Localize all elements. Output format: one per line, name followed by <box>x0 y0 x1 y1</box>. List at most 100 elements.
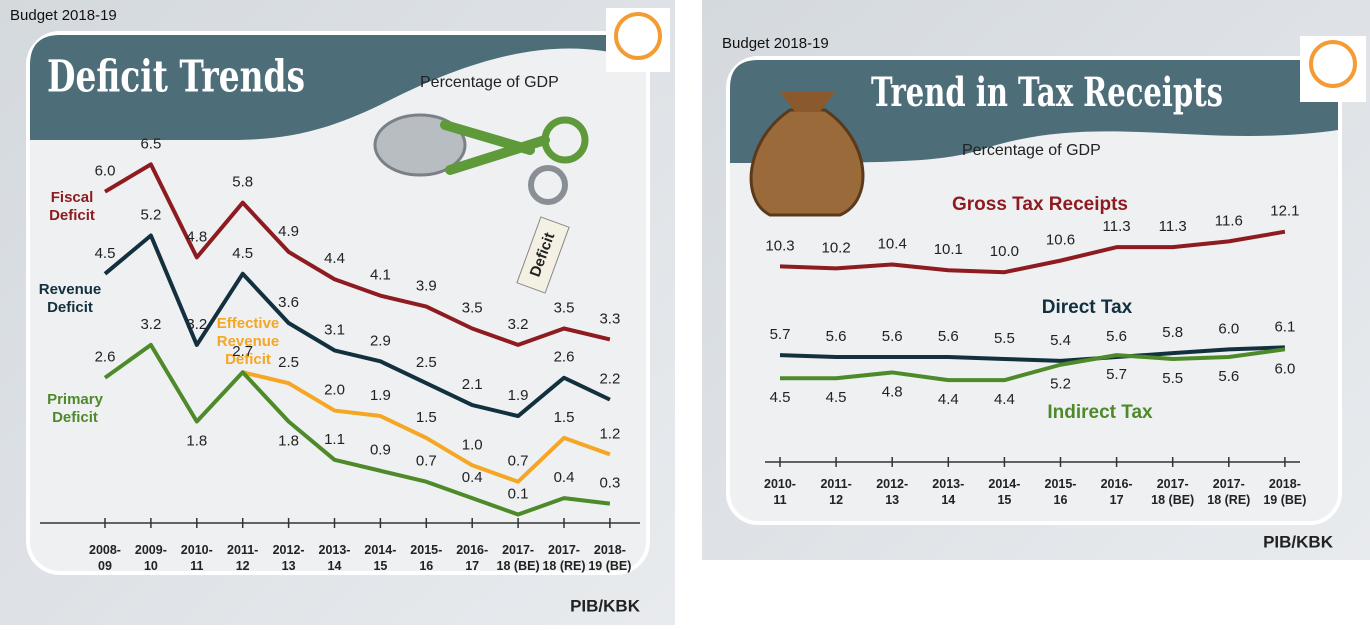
data-label: 0.4 <box>554 469 575 486</box>
data-label: 4.4 <box>938 391 959 408</box>
series-name: Indirect Tax <box>1047 402 1153 423</box>
x-tick-label: 2014-15 <box>988 477 1020 507</box>
x-tick-label: 2009-10 <box>135 543 167 573</box>
data-label: 5.6 <box>1106 328 1127 345</box>
series-name: Effective Revenue Deficit <box>217 315 280 368</box>
data-label: 5.7 <box>770 326 791 343</box>
data-label: 4.4 <box>324 250 345 267</box>
data-label: 1.5 <box>416 409 437 426</box>
data-label: 5.2 <box>140 206 161 223</box>
series-line <box>103 342 611 517</box>
chart-title: Trend in Tax Receipts <box>871 69 1223 116</box>
money-bag <box>749 108 865 217</box>
data-label: 2.5 <box>416 354 437 371</box>
x-tick-label: 2017-18 (RE) <box>542 543 585 573</box>
card <box>726 56 1342 525</box>
series-name: Primary Deficit <box>47 391 104 426</box>
x-tick-label: 2011-12 <box>227 543 258 573</box>
data-label: 1.8 <box>278 432 299 449</box>
x-tick-label: 2016-17 <box>456 543 488 573</box>
data-label: 0.9 <box>370 442 391 459</box>
x-tick-label: 2010-11 <box>764 477 796 507</box>
data-label: 10.2 <box>821 239 850 256</box>
series-line <box>103 162 611 347</box>
data-label: 0.4 <box>462 469 483 486</box>
data-label: 5.2 <box>1050 376 1071 393</box>
series-line <box>779 229 1286 275</box>
data-label: 10.0 <box>990 243 1019 260</box>
data-label: 11.3 <box>1103 218 1131 235</box>
data-label: 2.0 <box>324 382 345 399</box>
subtitle: Percentage of GDP <box>420 74 559 91</box>
data-label: 1.2 <box>599 425 620 442</box>
data-label: 11.6 <box>1215 212 1243 229</box>
data-label: 5.6 <box>882 328 903 345</box>
data-label: 5.7 <box>1106 366 1127 383</box>
data-label: 3.3 <box>599 310 620 327</box>
data-label: 2.7 <box>232 343 253 360</box>
data-label: 3.5 <box>554 299 575 316</box>
data-label: 6.5 <box>140 135 161 152</box>
header: Budget 2018-19 <box>722 35 829 52</box>
series-name: Gross Tax Receipts <box>952 194 1128 215</box>
data-label: 5.6 <box>938 328 959 345</box>
series-line <box>242 370 611 484</box>
data-label: 5.5 <box>994 330 1015 347</box>
data-label: 1.8 <box>186 432 207 449</box>
x-tick-label: 2008-09 <box>89 543 121 573</box>
scissors-handle <box>541 116 589 164</box>
header-band <box>30 35 646 140</box>
data-label: 2.2 <box>599 371 620 388</box>
series-line <box>779 345 1285 363</box>
data-label: 4.5 <box>826 389 847 406</box>
data-label: 5.8 <box>1162 324 1183 341</box>
data-label: 3.1 <box>324 321 345 338</box>
data-label: 1.1 <box>324 431 345 448</box>
series-name: Direct Tax <box>1042 297 1133 318</box>
data-label: 5.5 <box>1162 370 1183 387</box>
x-tick-label: 2018-19 (BE) <box>588 543 631 573</box>
x-tick-label: 2012-13 <box>273 543 305 573</box>
data-label: 5.6 <box>1218 368 1239 385</box>
money-bag-neck <box>780 92 835 112</box>
header: Budget 2018-19 <box>10 7 117 24</box>
x-tick-label: 2017-18 (RE) <box>1207 477 1250 507</box>
chart-title: Deficit Trends <box>47 52 305 103</box>
data-label: 2.9 <box>370 332 391 349</box>
data-label: 3.6 <box>278 294 299 311</box>
series-name: Fiscal Deficit <box>49 189 95 224</box>
data-label: 6.0 <box>1218 320 1239 337</box>
x-tick-label: 2013-14 <box>319 543 351 573</box>
data-label: 1.5 <box>554 409 575 426</box>
data-label: 4.5 <box>232 245 253 262</box>
x-tick-label: 2014-15 <box>364 543 396 573</box>
data-label: 3.2 <box>140 316 161 333</box>
data-label: 6.0 <box>95 163 116 180</box>
x-tick-label: 2015-16 <box>410 543 442 573</box>
data-label: 4.9 <box>278 223 299 240</box>
data-label: 0.1 <box>508 485 529 502</box>
data-label: 2.1 <box>462 376 483 393</box>
credit: PIB/KBK <box>570 596 641 615</box>
x-tick-label: 2011-12 <box>820 477 851 507</box>
credit: PIB/KBK <box>1263 532 1334 551</box>
logo-ring <box>614 12 662 60</box>
data-label: 5.8 <box>232 174 253 191</box>
x-tick-label: 2017-18 (BE) <box>497 543 540 573</box>
data-label: 4.4 <box>994 391 1015 408</box>
data-label: 0.7 <box>508 453 529 470</box>
coin <box>373 113 467 177</box>
data-label: 12.1 <box>1270 203 1299 220</box>
x-tick-label: 2016-17 <box>1101 477 1133 507</box>
data-label: 6.1 <box>1274 318 1295 335</box>
series-line <box>103 233 611 419</box>
data-label: 10.1 <box>934 241 963 258</box>
data-label: 3.5 <box>462 299 483 316</box>
data-label: 5.4 <box>1050 332 1071 349</box>
header-band <box>730 60 1338 163</box>
data-label: 1.0 <box>462 436 483 453</box>
x-tick-label: 2010-11 <box>181 543 213 573</box>
data-label: 1.9 <box>508 387 529 404</box>
data-label: 5.6 <box>826 328 847 345</box>
